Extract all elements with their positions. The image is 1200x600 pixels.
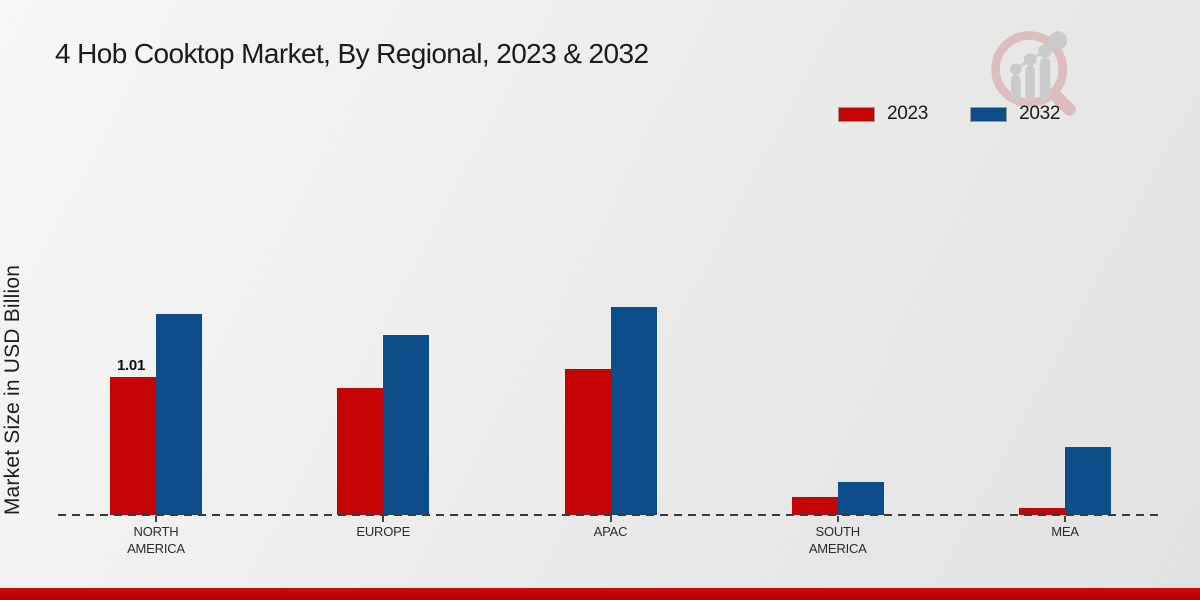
bar-2032-europe [383,335,430,515]
legend-label-2023: 2023 [887,103,929,124]
legend-swatch-2032 [970,106,1008,122]
x-axis-line [58,514,1160,516]
legend-label-2032: 2032 [1019,103,1061,124]
magnifier-growth-chart-logo-icon [991,31,1076,116]
bar-2023-south-america [791,497,838,515]
x-axis-tick [609,516,612,522]
legend-item-2032: 2032 [970,103,1060,125]
category-label-apac: APAC [593,524,628,539]
category-label-mea: MEA [1051,524,1079,539]
bar-2023-apac [564,369,611,515]
bar-2023-europe [337,388,384,515]
x-axis-tick [382,516,385,522]
category-label-south-america: SOUTH AMERICA [808,524,867,556]
bar-2032-north-america [156,314,202,515]
bar-2023-mea [1019,508,1065,515]
bar-value-label: 1.01 [117,357,145,374]
chart-title: 4 Hob Cooktop Market, By Regional, 2023 … [55,38,649,69]
legend-swatch-2023 [838,106,875,122]
legend: 2023 2032 [838,103,1060,125]
legend-item-2023: 2023 [838,103,928,125]
category-label-north-america: NORTH AMERICA [127,524,185,556]
bar-2032-apac [610,307,657,515]
bar-2032-mea [1065,447,1111,515]
x-axis-tick [155,516,157,522]
bar-2023-north-america [110,377,156,515]
x-axis-tick [836,516,839,522]
footer-accent-bar [0,588,1200,600]
bar-2032-south-america [837,482,884,515]
x-axis-tick [1064,516,1066,522]
category-label-europe: EUROPE [356,524,411,539]
